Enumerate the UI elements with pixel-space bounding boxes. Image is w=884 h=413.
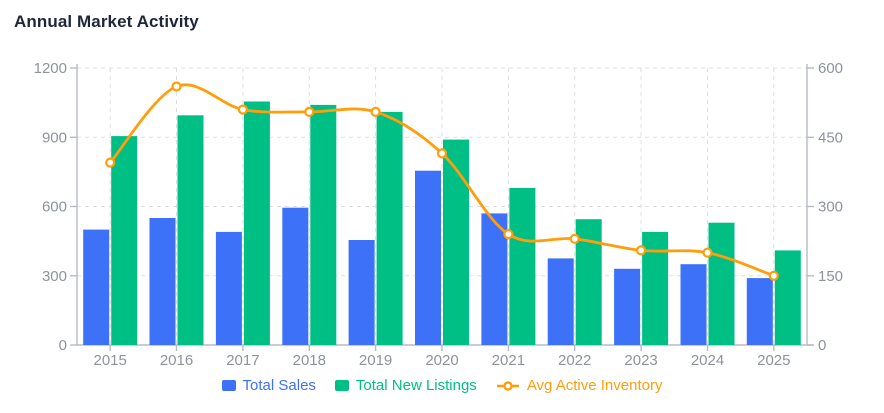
x-axis-tick-label: 2024 [691, 352, 724, 369]
bar-total-new-listings-2015[interactable] [111, 136, 138, 345]
y-axis-right-tick-label: 150 [818, 268, 843, 285]
point-avg-active-inventory-2023[interactable] [635, 245, 647, 256]
bar-total-sales-2018[interactable] [282, 207, 309, 345]
bar-total-new-listings-2018[interactable] [310, 104, 337, 346]
x-axis-tick-label: 2017 [226, 352, 259, 369]
y-axis-right-tick-label: 450 [818, 130, 843, 147]
bar-total-new-listings-2016[interactable] [177, 115, 204, 345]
legend-item-total-sales[interactable]: Total Sales [221, 377, 316, 394]
legend-label-total-sales: Total Sales [242, 377, 316, 394]
legend-item-total-new-listings[interactable]: Total New Listings [334, 377, 477, 394]
bar-total-new-listings-2023[interactable] [642, 231, 669, 345]
point-avg-active-inventory-2022[interactable] [569, 233, 580, 244]
x-axis-tick-label: 2015 [94, 352, 127, 369]
bar-total-sales-2017[interactable] [215, 231, 242, 345]
bar-total-sales-2019[interactable] [348, 240, 375, 345]
point-avg-active-inventory-2017[interactable] [237, 104, 248, 115]
bar-total-sales-2020[interactable] [415, 170, 441, 345]
y-axis-left-tick-label: 300 [42, 268, 67, 285]
bar-total-new-listings-2017[interactable] [243, 101, 270, 346]
bar-total-new-listings-2024[interactable] [708, 222, 735, 345]
y-axis-right-tick-label: 0 [818, 337, 826, 354]
point-avg-active-inventory-2016[interactable] [171, 81, 182, 92]
x-axis-tick-label: 2019 [359, 352, 392, 369]
point-avg-active-inventory-2024[interactable] [702, 247, 713, 258]
bar-total-sales-2021[interactable] [481, 213, 508, 345]
x-axis-tick-label: 2022 [558, 352, 591, 369]
series-total-sales [83, 170, 773, 345]
point-avg-active-inventory-2018[interactable] [304, 106, 315, 118]
point-avg-active-inventory-2019[interactable] [370, 106, 381, 118]
bar-total-sales-2015[interactable] [83, 229, 110, 345]
legend-item-avg-active-inventory[interactable]: Avg Active Inventory [496, 377, 663, 394]
legend-swatch-total-sales-icon [221, 380, 236, 391]
x-axis-tick-label: 2025 [757, 352, 790, 369]
point-avg-active-inventory-2015[interactable] [105, 157, 116, 168]
bar-total-new-listings-2025[interactable] [774, 250, 801, 345]
y-axis-left-tick-label: 600 [42, 199, 67, 216]
legend-label-total-new-listings: Total New Listings [355, 377, 477, 394]
bar-total-sales-2025[interactable] [746, 278, 773, 345]
legend-swatch-total-new-listings-icon [334, 380, 349, 391]
point-avg-active-inventory-2025[interactable] [768, 270, 779, 281]
x-axis-tick-label: 2016 [160, 352, 193, 369]
y-axis-left-tick-label: 1200 [34, 60, 67, 77]
legend-label-avg-active-inventory: Avg Active Inventory [526, 377, 663, 394]
point-avg-active-inventory-2020[interactable] [436, 148, 448, 159]
bar-total-sales-2024[interactable] [680, 264, 707, 345]
y-axis-left-tick-label: 900 [42, 130, 67, 147]
y-axis-right-tick-label: 600 [818, 60, 843, 77]
bar-total-new-listings-2020[interactable] [443, 139, 469, 345]
bar-total-new-listings-2019[interactable] [376, 111, 403, 346]
axis-labels: 0 300 600 900 1200 0 150 300 450 600 2015 2016 2017 2… [34, 60, 843, 369]
x-axis-tick-label: 2023 [624, 352, 657, 369]
y-axis-left-tick-label: 0 [59, 337, 67, 354]
legend-line-marker-icon [496, 380, 520, 392]
x-axis-tick-label: 2021 [492, 352, 525, 369]
bar-total-sales-2023[interactable] [614, 268, 641, 345]
chart-legend: Total Sales Total New Listings Avg Activ… [0, 377, 884, 394]
x-axis-tick-label: 2018 [293, 352, 326, 369]
bar-total-new-listings-2021[interactable] [509, 188, 536, 345]
bar-total-sales-2022[interactable] [547, 258, 574, 345]
bar-total-sales-2016[interactable] [149, 218, 176, 345]
point-avg-active-inventory-2021[interactable] [503, 229, 514, 240]
chart-title: Annual Market Activity [14, 12, 199, 31]
x-axis-tick-label: 2020 [425, 352, 458, 369]
y-axis-right-tick-label: 300 [818, 199, 843, 216]
